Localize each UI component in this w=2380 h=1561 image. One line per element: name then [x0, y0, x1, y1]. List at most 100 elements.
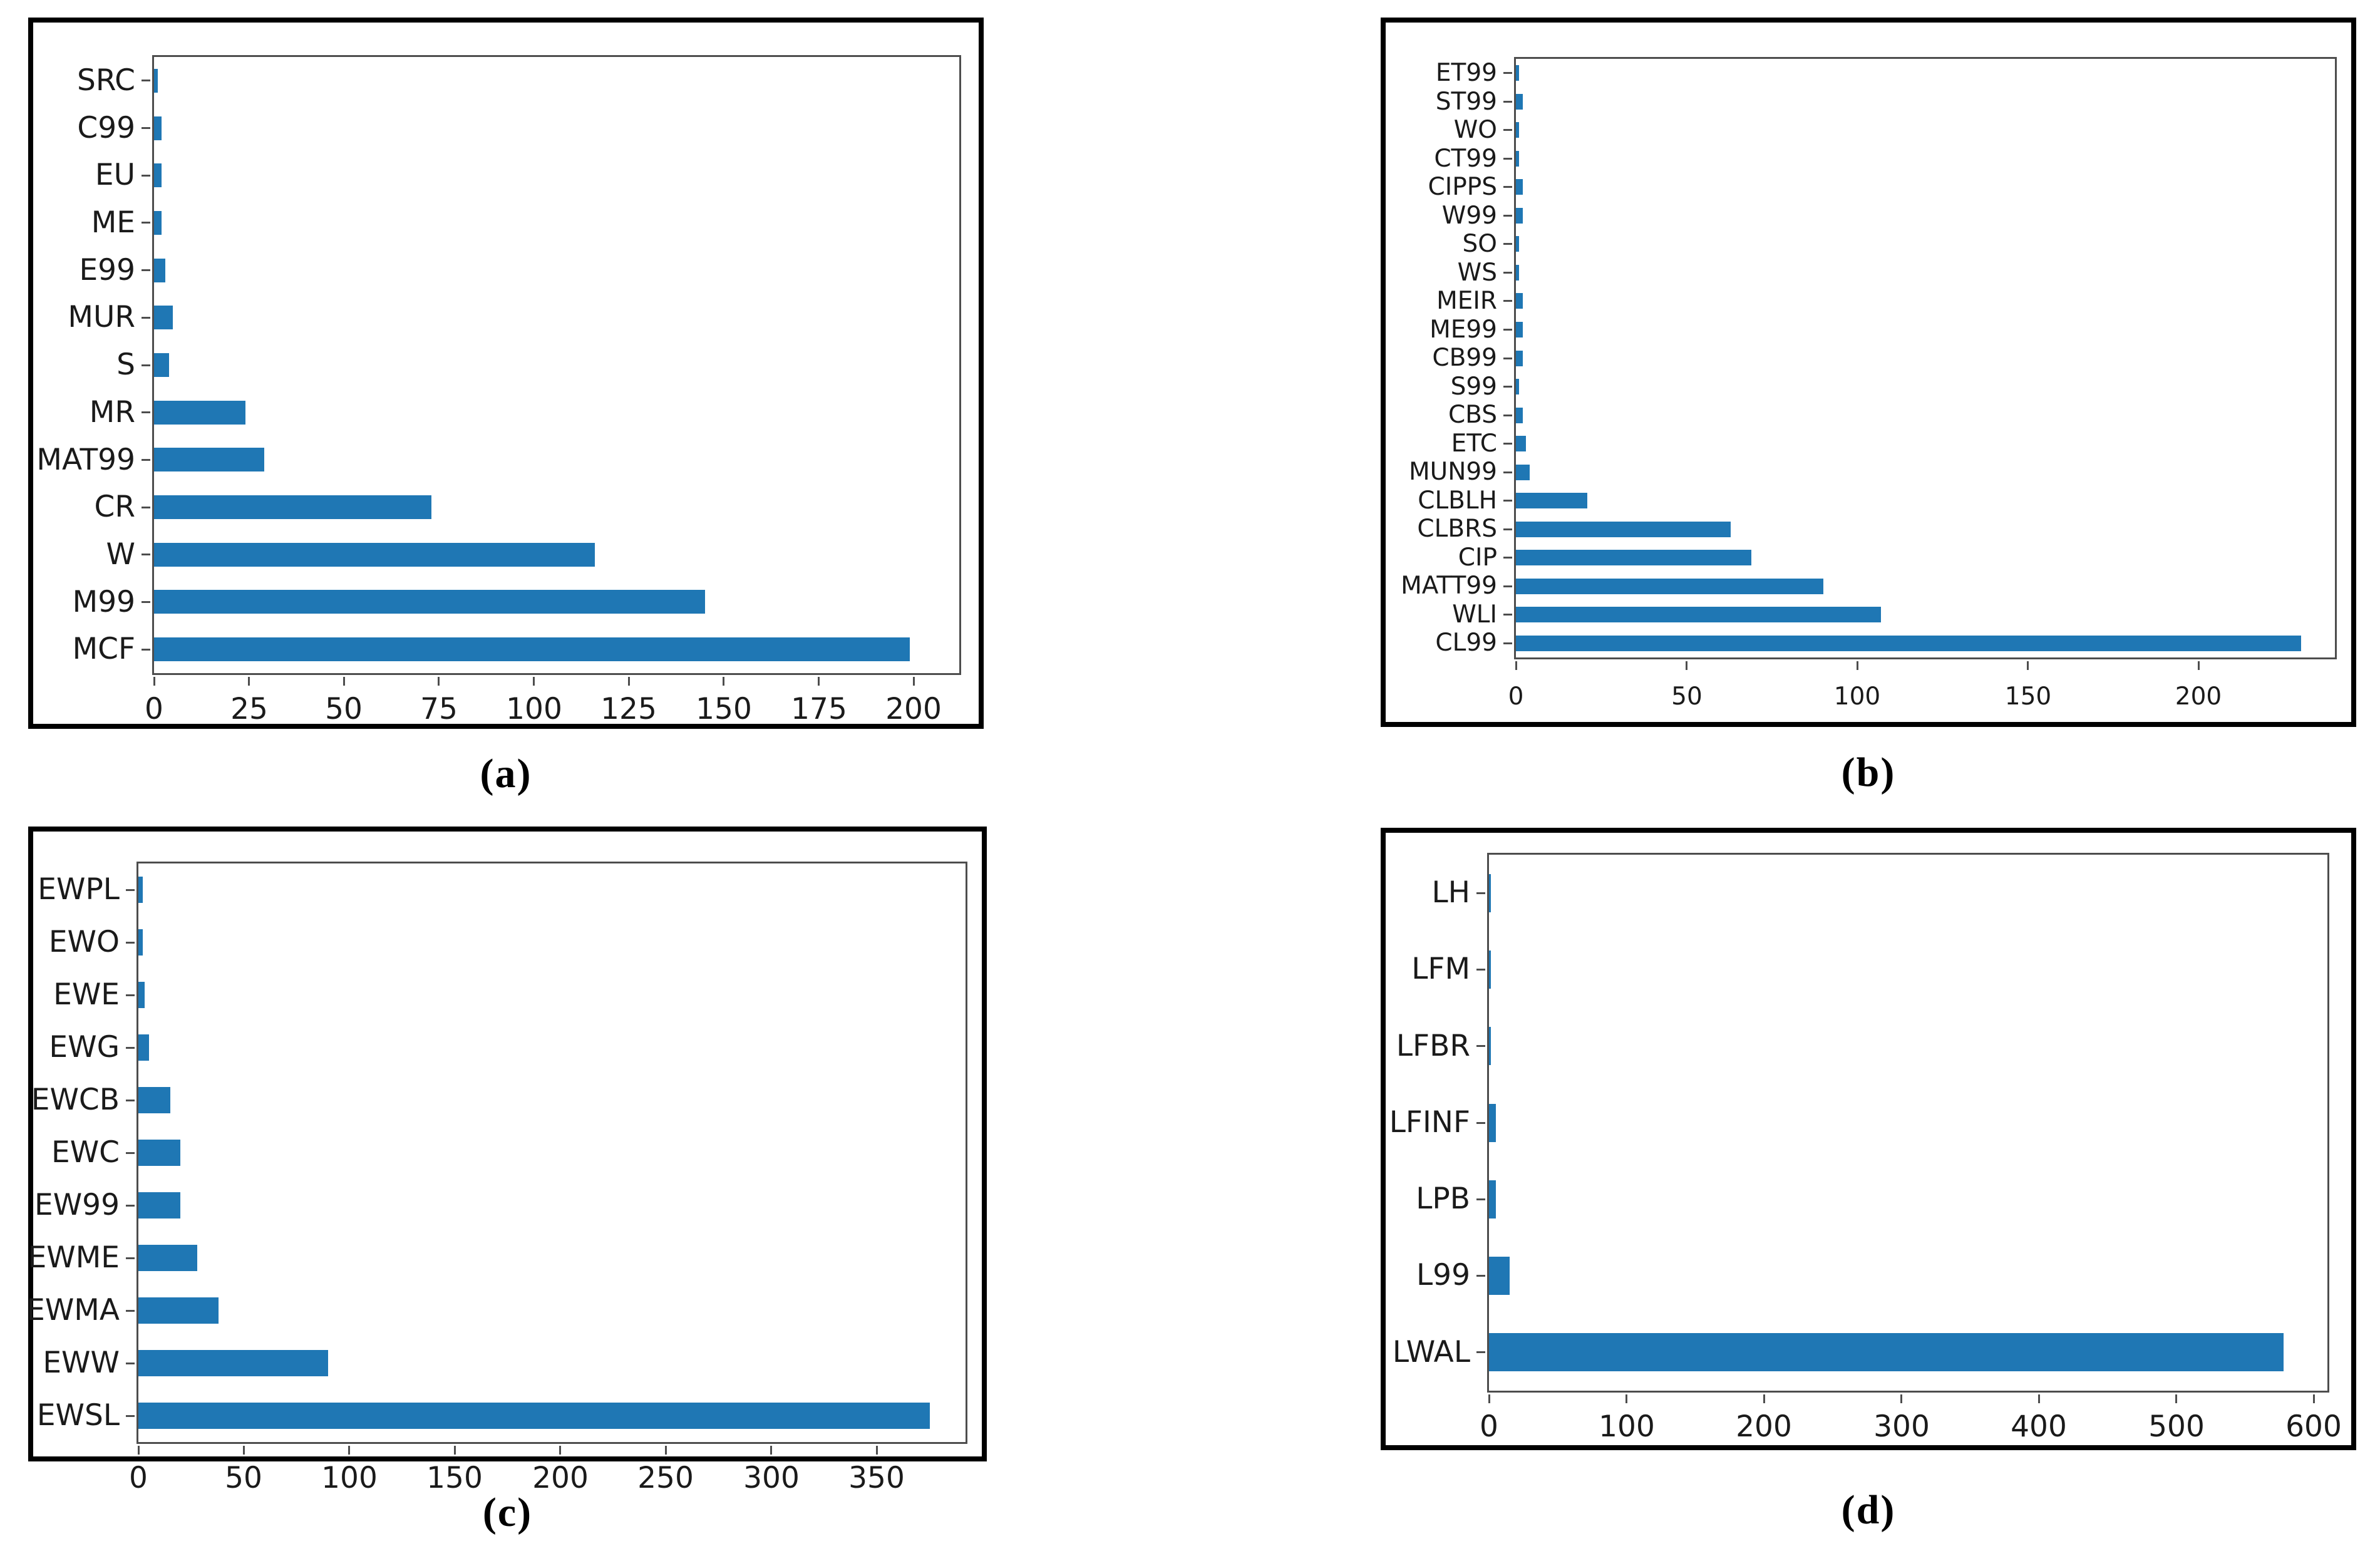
- y-tick-label-ET99: ET99: [1435, 59, 1497, 87]
- y-tick: [1476, 969, 1485, 971]
- y-tick: [142, 269, 150, 271]
- x-tick: [913, 677, 915, 686]
- y-tick: [1503, 415, 1512, 416]
- y-tick: [1503, 272, 1512, 274]
- y-tick-label-MUN99: MUN99: [1409, 458, 1497, 486]
- y-tick-label-L99: L99: [1416, 1258, 1470, 1292]
- y-tick-label-EW99: EW99: [34, 1188, 120, 1222]
- bar-EU: [154, 163, 162, 187]
- caption-d: (d): [1841, 1487, 1896, 1533]
- y-tick-label-S: S: [116, 348, 135, 382]
- y-tick: [1503, 72, 1512, 74]
- y-tick-label-SRC: SRC: [77, 63, 135, 98]
- x-tick: [454, 1446, 456, 1455]
- x-tick-label-0: 0: [1480, 1409, 1498, 1444]
- y-tick-label-LPB: LPB: [1416, 1182, 1470, 1216]
- y-tick-label-MEIR: MEIR: [1436, 287, 1497, 315]
- y-tick: [1503, 585, 1512, 587]
- y-tick-label-EWG: EWG: [49, 1030, 120, 1064]
- x-tick: [1515, 661, 1517, 670]
- y-tick-label-ST99: ST99: [1435, 88, 1497, 116]
- x-tick: [1900, 1394, 1902, 1403]
- bar-ET99: [1516, 65, 1519, 81]
- panel-d: LH LFM LFBR LFINF LPB L99 LWAL 0 100 200 300 400 500…: [1381, 828, 2356, 1450]
- x-tick: [1857, 661, 1858, 670]
- y-tick-label-M99: M99: [72, 585, 135, 619]
- bar-CIP: [1516, 550, 1751, 565]
- y-tick-label-ME99: ME99: [1430, 316, 1497, 344]
- y-tick-label-LFBR: LFBR: [1396, 1029, 1470, 1063]
- bar-ME99: [1516, 322, 1523, 337]
- y-tick-label-SO: SO: [1462, 230, 1497, 258]
- y-tick: [1476, 1122, 1485, 1124]
- y-tick-label-S99: S99: [1450, 373, 1497, 401]
- x-tick-label-100: 100: [506, 692, 562, 726]
- y-tick-label-CLBLH: CLBLH: [1418, 487, 1497, 515]
- bar-ME: [154, 211, 162, 235]
- y-tick: [142, 649, 150, 651]
- y-tick: [126, 889, 135, 891]
- y-tick-label-LFM: LFM: [1411, 952, 1470, 986]
- bar-EWW: [138, 1350, 328, 1376]
- x-tick: [138, 1446, 140, 1455]
- x-tick-label-100: 100: [321, 1461, 378, 1495]
- x-tick: [770, 1446, 772, 1455]
- bar-EWG: [138, 1034, 149, 1061]
- x-tick: [818, 677, 820, 686]
- bar-MUR: [154, 306, 173, 329]
- y-tick: [142, 80, 150, 81]
- y-tick: [1503, 300, 1512, 302]
- x-tick-label-125: 125: [600, 692, 657, 726]
- y-tick-label-EWE: EWE: [53, 977, 120, 1012]
- y-tick-label-LWAL: LWAL: [1392, 1335, 1470, 1369]
- y-tick: [1503, 443, 1512, 445]
- y-tick: [1476, 1198, 1485, 1200]
- y-tick-label-CR: CR: [94, 490, 135, 524]
- y-tick-label-MAT99: MAT99: [36, 443, 135, 477]
- x-tick: [2175, 1394, 2177, 1403]
- x-tick: [665, 1446, 667, 1455]
- x-tick-label-0: 0: [145, 692, 163, 726]
- y-tick: [1503, 101, 1512, 103]
- x-tick-label-200: 200: [885, 692, 942, 726]
- caption-b: (b): [1841, 750, 1896, 795]
- x-tick-label-150: 150: [696, 692, 752, 726]
- bar-EWPL: [138, 877, 143, 903]
- axes-c: EWPL EWO EWE EWG EWCB EWC EW99 EWME EWMA EWW EWSL 0…: [26, 862, 967, 1495]
- bar-MCF: [154, 637, 910, 661]
- bar-EWO: [138, 929, 143, 956]
- y-tick-label-MATT99: MATT99: [1401, 572, 1497, 600]
- bar-CB99: [1516, 351, 1523, 366]
- y-tick: [142, 222, 150, 224]
- y-tick-label-MUR: MUR: [68, 300, 135, 334]
- y-tick-label-EWMA: EWMA: [26, 1293, 120, 1327]
- y-tick-label-WS: WS: [1457, 259, 1497, 287]
- y-tick: [142, 601, 150, 603]
- y-tick-label-CBS: CBS: [1448, 401, 1497, 429]
- x-tick-label-200: 200: [1736, 1409, 1792, 1444]
- x-tick: [438, 677, 440, 686]
- caption-c: (c): [482, 1490, 533, 1535]
- y-tick-label-LH: LH: [1431, 875, 1470, 910]
- bar-EWE: [138, 982, 145, 1008]
- y-tick: [126, 1363, 135, 1364]
- bar-LWAL: [1489, 1333, 2284, 1371]
- y-tick-label-MR: MR: [89, 395, 135, 430]
- y-tick-label-EWME: EWME: [28, 1240, 120, 1275]
- x-tick-label-175: 175: [791, 692, 847, 726]
- bar-LPB: [1489, 1180, 1496, 1218]
- x-tick-label-50: 50: [225, 1461, 262, 1495]
- y-tick: [142, 459, 150, 461]
- y-tick: [126, 1257, 135, 1259]
- y-tick: [142, 175, 150, 177]
- x-tick: [1686, 661, 1687, 670]
- bar-LFM: [1489, 951, 1491, 989]
- x-tick: [248, 677, 250, 686]
- y-tick: [1476, 1045, 1485, 1047]
- bar-S99: [1516, 379, 1519, 394]
- bar-M99: [154, 590, 705, 614]
- x-tick: [2038, 1394, 2040, 1403]
- bar-CL99: [1516, 636, 2301, 651]
- y-tick: [1503, 243, 1512, 245]
